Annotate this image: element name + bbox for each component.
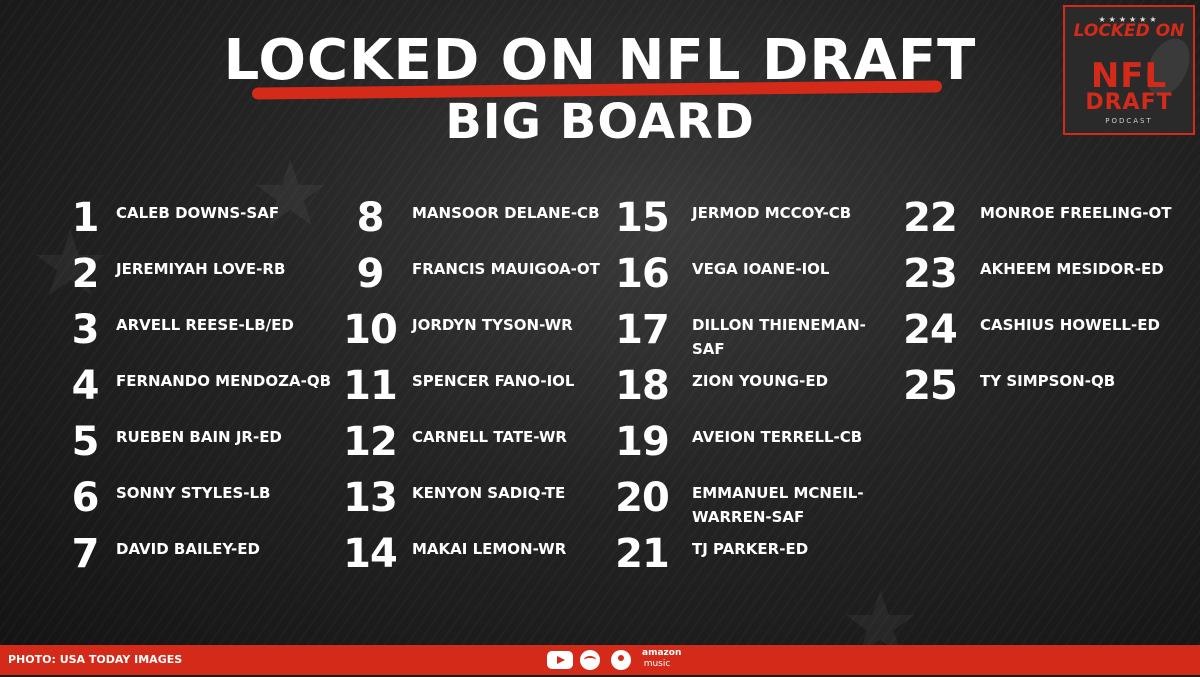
- rank-number: 16: [615, 251, 670, 297]
- board-entry: 9 FRANCIS MAUIGOA-OT: [330, 254, 612, 294]
- board-entry: 13 KENYON SADIQ-TE: [330, 478, 612, 518]
- amazon-label: amazon: [642, 648, 682, 658]
- rank-number: 9: [356, 251, 385, 297]
- footer-bar: PHOTO: USA TODAY IMAGES amazon music: [0, 645, 1200, 675]
- player-name: CALEB DOWNS-SAF: [116, 204, 280, 222]
- rank-number: 8: [356, 195, 385, 241]
- rank-number: 4: [71, 363, 100, 409]
- rank-number: 17: [615, 307, 670, 353]
- logo-podcast: PODCAST: [1105, 117, 1153, 125]
- page-subtitle: BIG BOARD: [445, 94, 755, 150]
- board-entry: 15 JERMOD MCCOY-CB: [604, 198, 877, 238]
- rank-number: 23: [903, 251, 958, 297]
- player-name: EMMANUEL MCNEIL-WARREN-SAF: [692, 484, 864, 526]
- logo-locked-on: LOCKED ON: [1073, 21, 1185, 41]
- logo-draft: DRAFT: [1085, 90, 1173, 115]
- player-name: TJ PARKER-ED: [692, 540, 809, 558]
- player-name: JORDYN TYSON-WR: [412, 316, 573, 334]
- board-entry: 1 CALEB DOWNS-SAF: [60, 198, 331, 238]
- board-entry: 11 SPENCER FANO-IOL: [330, 366, 612, 406]
- board-entry: 16 VEGA IOANE-IOL: [604, 254, 877, 294]
- rank-number: 22: [903, 195, 958, 241]
- rank-number: 18: [615, 363, 670, 409]
- amazon-music-icon[interactable]: amazon music: [642, 648, 682, 672]
- board-entry: 12 CARNELL TATE-WR: [330, 422, 612, 462]
- board-entry: 18 ZION YOUNG-ED: [604, 366, 877, 406]
- player-name: MAKAI LEMON-WR: [412, 540, 567, 558]
- board-entry: 21 TJ PARKER-ED: [604, 534, 877, 574]
- rank-number: 3: [71, 307, 100, 353]
- rank-number: 14: [343, 531, 398, 577]
- board-entry: 3 ARVELL REESE-LB/ED: [60, 310, 331, 350]
- player-name: SONNY STYLES-LB: [116, 484, 271, 502]
- rank-number: 24: [903, 307, 958, 353]
- board-entry: 24 CASHIUS HOWELL-ED: [888, 310, 1190, 350]
- player-name: ZION YOUNG-ED: [692, 372, 829, 390]
- player-name: CASHIUS HOWELL-ED: [980, 316, 1160, 334]
- board-entry: 4 FERNANDO MENDOZA-QB: [60, 366, 331, 406]
- player-name: FERNANDO MENDOZA-QB: [116, 372, 332, 390]
- rank-number: 2: [71, 251, 100, 297]
- rank-number: 21: [615, 531, 670, 577]
- music-label: music: [643, 659, 671, 669]
- podcast-logo: ★★★★★★ LOCKED ON NFL DRAFT PODCAST: [1063, 5, 1195, 135]
- board-entry: 7 DAVID BAILEY-ED: [60, 534, 331, 574]
- player-name: KENYON SADIQ-TE: [412, 484, 566, 502]
- player-name: VEGA IOANE-IOL: [692, 260, 830, 278]
- logo-stars: ★★★★★★: [1098, 15, 1160, 24]
- spotify-icon[interactable]: [580, 650, 600, 670]
- rank-number: 19: [615, 419, 670, 465]
- rank-number: 7: [71, 531, 100, 577]
- board-entry: 23 AKHEEM MESIDOR-ED: [888, 254, 1190, 294]
- player-name: FRANCIS MAUIGOA-OT: [412, 260, 600, 278]
- board-entry: 20 EMMANUEL MCNEIL-WARREN-SAF: [604, 478, 877, 529]
- board-entry: 25 TY SIMPSON-QB: [888, 366, 1190, 406]
- player-name: ARVELL REESE-LB/ED: [116, 316, 294, 334]
- rank-number: 20: [615, 475, 670, 521]
- board-entry: 14 MAKAI LEMON-WR: [330, 534, 612, 574]
- rank-number: 13: [343, 475, 398, 521]
- player-name: SPENCER FANO-IOL: [412, 372, 575, 390]
- photo-credit: PHOTO: USA TODAY IMAGES: [8, 653, 183, 666]
- player-name: JEREMIYAH LOVE-RB: [116, 260, 286, 278]
- board-entry: 2 JEREMIYAH LOVE-RB: [60, 254, 331, 294]
- board-entry: 22 MONROE FREELING-OT: [888, 198, 1190, 238]
- board-entry: 10 JORDYN TYSON-WR: [330, 310, 612, 350]
- background-star-icon: ★: [30, 212, 111, 317]
- board-entry: 19 AVEION TERRELL-CB: [604, 422, 877, 462]
- rank-number: 12: [343, 419, 398, 465]
- board-entry: 6 SONNY STYLES-LB: [60, 478, 331, 518]
- rank-number: 11: [343, 363, 398, 409]
- player-name: MANSOOR DELANE-CB: [412, 204, 600, 222]
- youtube-icon[interactable]: [547, 651, 573, 669]
- logo-nfl: NFL: [1090, 56, 1168, 96]
- player-name: RUEBEN BAIN JR-ED: [116, 428, 282, 446]
- player-name: AVEION TERRELL-CB: [692, 428, 863, 446]
- player-name: CARNELL TATE-WR: [412, 428, 567, 446]
- rank-number: 15: [615, 195, 670, 241]
- rank-number: 25: [903, 363, 958, 409]
- board-entry: 17 DILLON THIENEMAN-SAF: [604, 310, 877, 361]
- player-name: JERMOD MCCOY-CB: [692, 204, 852, 222]
- player-name: TY SIMPSON-QB: [980, 372, 1116, 390]
- rank-number: 6: [71, 475, 100, 521]
- rank-number: 1: [71, 195, 100, 241]
- board-entry: 8 MANSOOR DELANE-CB: [330, 198, 612, 238]
- rank-number: 5: [71, 419, 100, 465]
- player-name: AKHEEM MESIDOR-ED: [980, 260, 1164, 278]
- player-name: DILLON THIENEMAN-SAF: [692, 316, 866, 358]
- board-entry: 5 RUEBEN BAIN JR-ED: [60, 422, 331, 462]
- rank-number: 10: [343, 307, 398, 353]
- player-name: DAVID BAILEY-ED: [116, 540, 260, 558]
- background-star-icon: ★: [250, 142, 331, 247]
- player-name: MONROE FREELING-OT: [980, 204, 1172, 222]
- page-title: LOCKED ON NFL DRAFT: [223, 28, 977, 93]
- apple-podcasts-icon[interactable]: [611, 650, 631, 670]
